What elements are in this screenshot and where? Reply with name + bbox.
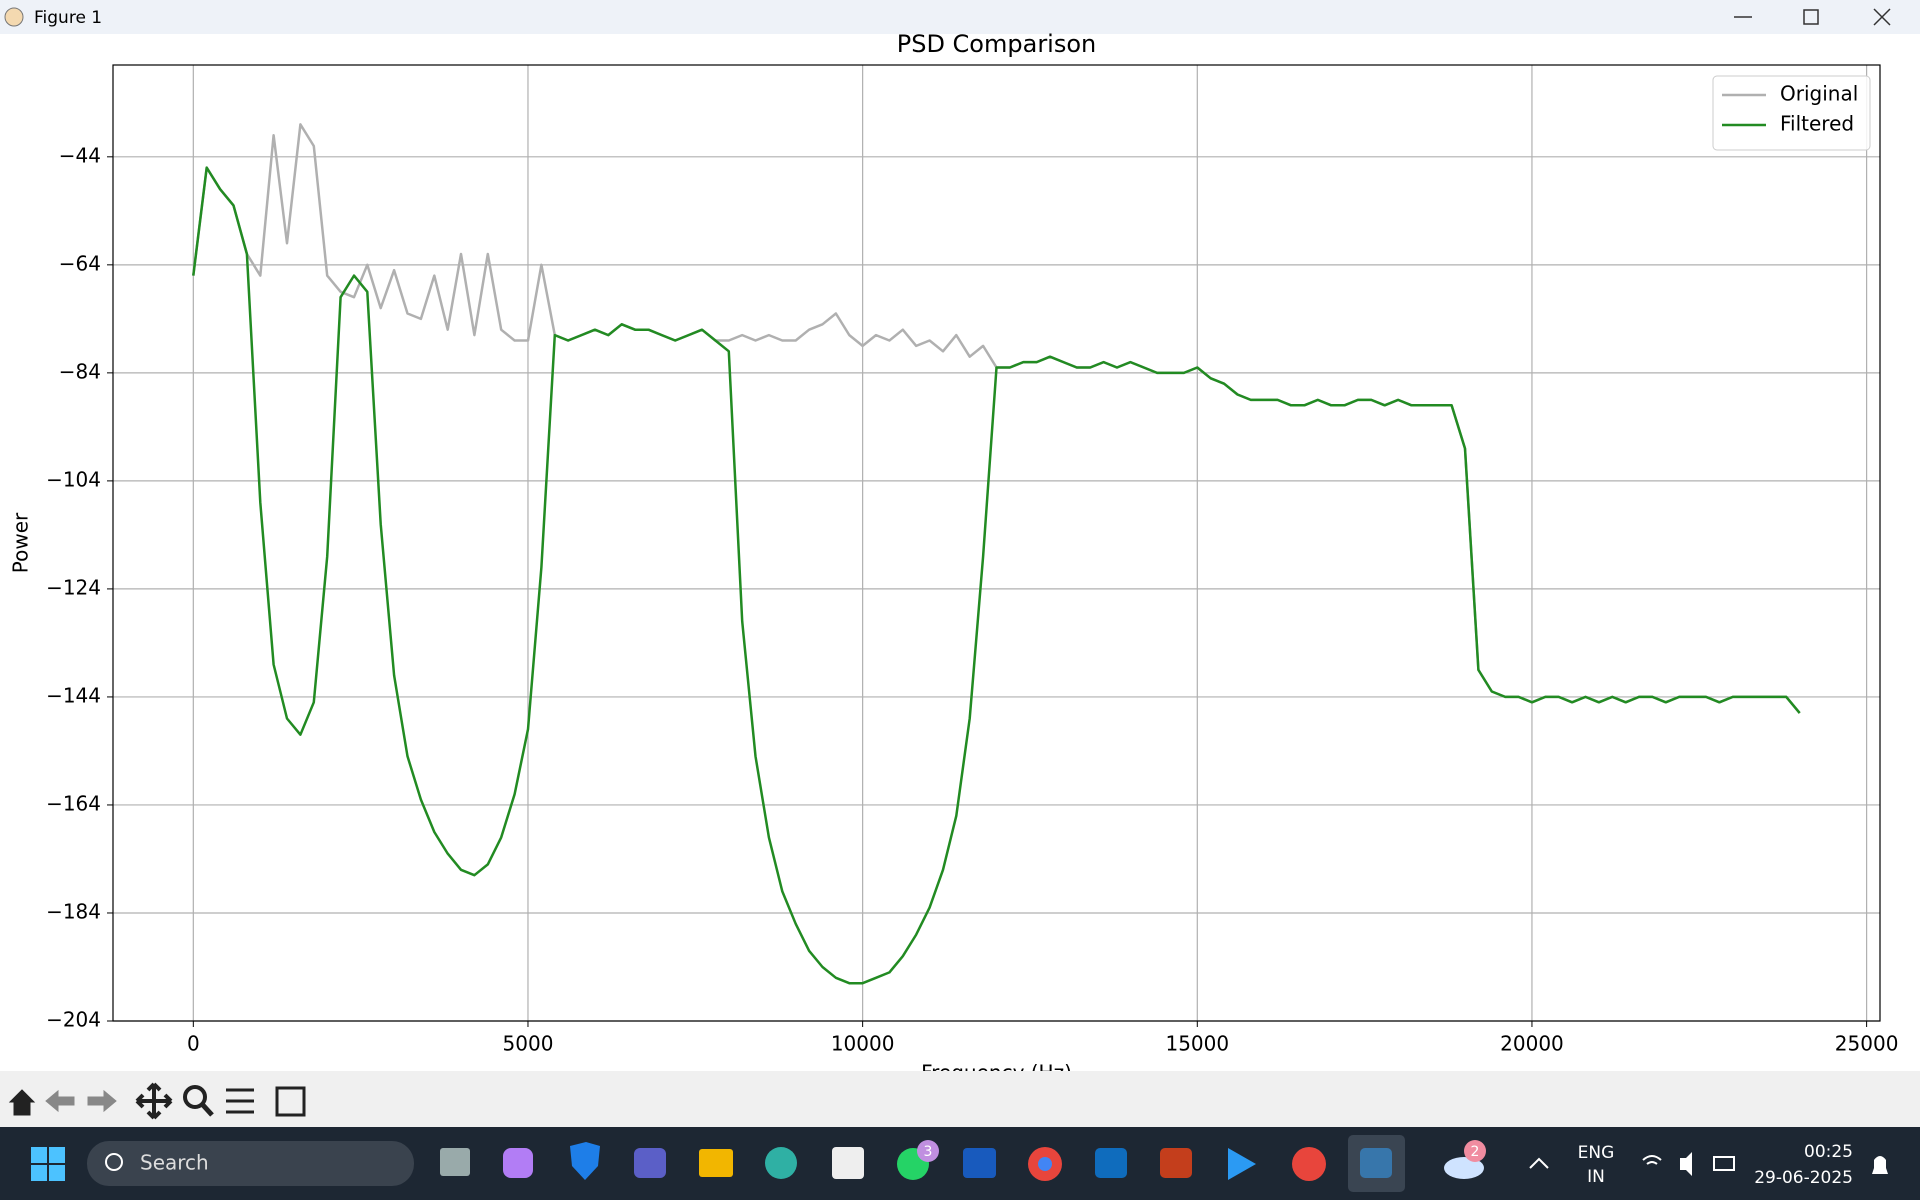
x-tick-label: 20000 bbox=[1500, 1032, 1564, 1056]
tray-chevron[interactable] bbox=[1529, 1157, 1549, 1169]
app-icon bbox=[4, 7, 24, 27]
app[interactable] bbox=[634, 1148, 666, 1178]
y-tick-label: −44 bbox=[59, 143, 101, 167]
configure-button[interactable] bbox=[226, 1088, 254, 1114]
y-tick-label: −84 bbox=[59, 359, 101, 383]
x-tick-label: 0 bbox=[187, 1032, 200, 1056]
app[interactable] bbox=[440, 1148, 470, 1176]
x-tick-label: 10000 bbox=[831, 1032, 895, 1056]
window-title: Figure 1 bbox=[34, 8, 102, 28]
toolbar bbox=[0, 1071, 1920, 1127]
badge-count: 2 bbox=[1471, 1144, 1480, 1160]
forward-button[interactable] bbox=[87, 1089, 117, 1113]
app[interactable] bbox=[963, 1148, 996, 1178]
toolbar-icons bbox=[8, 1082, 306, 1120]
plot-frame bbox=[112, 64, 1881, 1022]
app[interactable] bbox=[1292, 1147, 1326, 1181]
taskbar-apps bbox=[440, 1135, 1484, 1192]
badge-count: 3 bbox=[924, 1144, 933, 1160]
search-box[interactable] bbox=[87, 1141, 414, 1186]
badge bbox=[1464, 1140, 1486, 1162]
home-button[interactable] bbox=[8, 1089, 36, 1116]
app[interactable] bbox=[503, 1148, 533, 1178]
x-tick-label: 5000 bbox=[503, 1032, 554, 1056]
close[interactable] bbox=[1873, 8, 1891, 26]
app[interactable] bbox=[1160, 1148, 1192, 1178]
app[interactable] bbox=[570, 1142, 600, 1180]
app[interactable] bbox=[1095, 1148, 1127, 1178]
x-tick-label: 15000 bbox=[1165, 1032, 1229, 1056]
y-tick-label: −124 bbox=[46, 575, 101, 599]
weather[interactable] bbox=[1444, 1157, 1484, 1179]
legend-label: Filtered bbox=[1780, 112, 1854, 136]
pan-button[interactable] bbox=[135, 1082, 173, 1120]
notifications[interactable] bbox=[1872, 1156, 1888, 1174]
clock-date: 29-06-2025 bbox=[1754, 1168, 1853, 1188]
app[interactable] bbox=[699, 1149, 733, 1177]
title-bar bbox=[0, 0, 1920, 34]
chart-title: PSD Comparison bbox=[897, 30, 1097, 58]
clock-time: 00:25 bbox=[1804, 1142, 1853, 1162]
app[interactable] bbox=[1228, 1148, 1256, 1180]
search-text: Search bbox=[140, 1151, 209, 1175]
series-line bbox=[192, 166, 1801, 985]
legend-label: Original bbox=[1780, 82, 1858, 106]
language: ENG bbox=[1578, 1143, 1615, 1163]
zoom-button[interactable] bbox=[183, 1085, 207, 1109]
y-tick-label: −164 bbox=[46, 791, 101, 815]
region: IN bbox=[1587, 1167, 1605, 1187]
restore[interactable] bbox=[1803, 9, 1819, 25]
y-tick-label: −104 bbox=[46, 467, 101, 491]
start-button[interactable] bbox=[31, 1147, 65, 1181]
y-tick-label: −64 bbox=[59, 251, 101, 275]
app[interactable] bbox=[832, 1147, 864, 1179]
search-icon bbox=[105, 1153, 123, 1171]
y-tick-label: −184 bbox=[46, 899, 101, 923]
y-tick-label: −204 bbox=[46, 1008, 101, 1032]
y-axis-label: Power bbox=[9, 512, 33, 573]
app[interactable] bbox=[765, 1147, 797, 1179]
save-button[interactable] bbox=[275, 1086, 306, 1117]
back-button[interactable] bbox=[45, 1089, 75, 1113]
y-tick-label: −144 bbox=[46, 683, 101, 707]
badge bbox=[917, 1140, 939, 1162]
x-tick-label: 25000 bbox=[1835, 1032, 1899, 1056]
